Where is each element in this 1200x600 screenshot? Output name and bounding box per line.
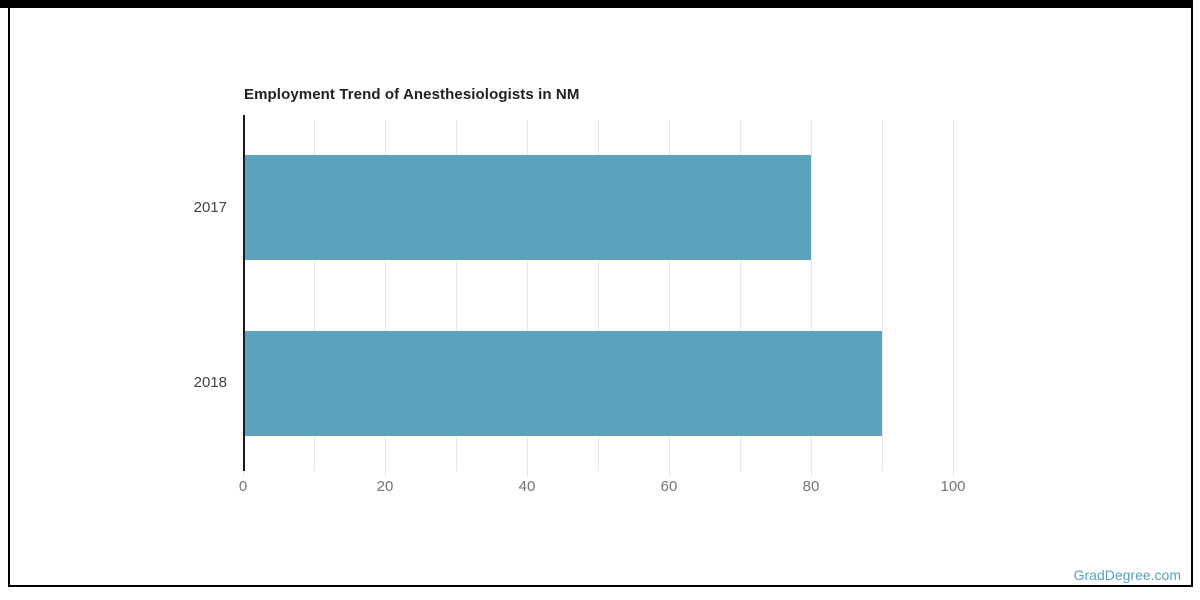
x-tick-label-80: 80	[802, 478, 820, 495]
bar-2018	[243, 330, 882, 436]
x-tick-0	[243, 471, 244, 477]
watermark-link[interactable]: GradDegree.com	[1073, 567, 1181, 583]
gridline-30	[456, 120, 457, 471]
x-tick-20	[385, 471, 386, 477]
bar-2017	[243, 155, 811, 261]
x-tick-label-100: 100	[940, 478, 966, 495]
gridline-90	[882, 120, 883, 471]
gridline-10	[314, 120, 315, 471]
x-tick-label-0: 0	[238, 478, 248, 495]
gridline-40	[527, 120, 528, 471]
top-border-bar	[0, 0, 1193, 8]
category-label-2017: 2017	[193, 198, 227, 216]
y-axis-line	[243, 115, 245, 471]
plot-area: 0 20 40 60 80 100 2017 2018	[194, 115, 1024, 495]
x-tick-100	[953, 471, 954, 477]
x-tick-80	[811, 471, 812, 477]
gridline-60	[669, 120, 670, 471]
gridline-50	[598, 120, 599, 471]
category-label-2018: 2018	[193, 374, 227, 392]
x-tick-label-60: 60	[660, 478, 678, 495]
gridline-80	[811, 120, 812, 471]
x-tick-40	[527, 471, 528, 477]
gridline-20	[385, 120, 386, 471]
gridline-100	[953, 120, 954, 471]
chart-title: Employment Trend of Anesthesiologists in…	[244, 86, 580, 103]
gridline-70	[740, 120, 741, 471]
x-tick-label-40: 40	[518, 478, 536, 495]
x-tick-label-20: 20	[376, 478, 394, 495]
chart-frame: Employment Trend of Anesthesiologists in…	[8, 8, 1193, 587]
x-tick-60	[669, 471, 670, 477]
